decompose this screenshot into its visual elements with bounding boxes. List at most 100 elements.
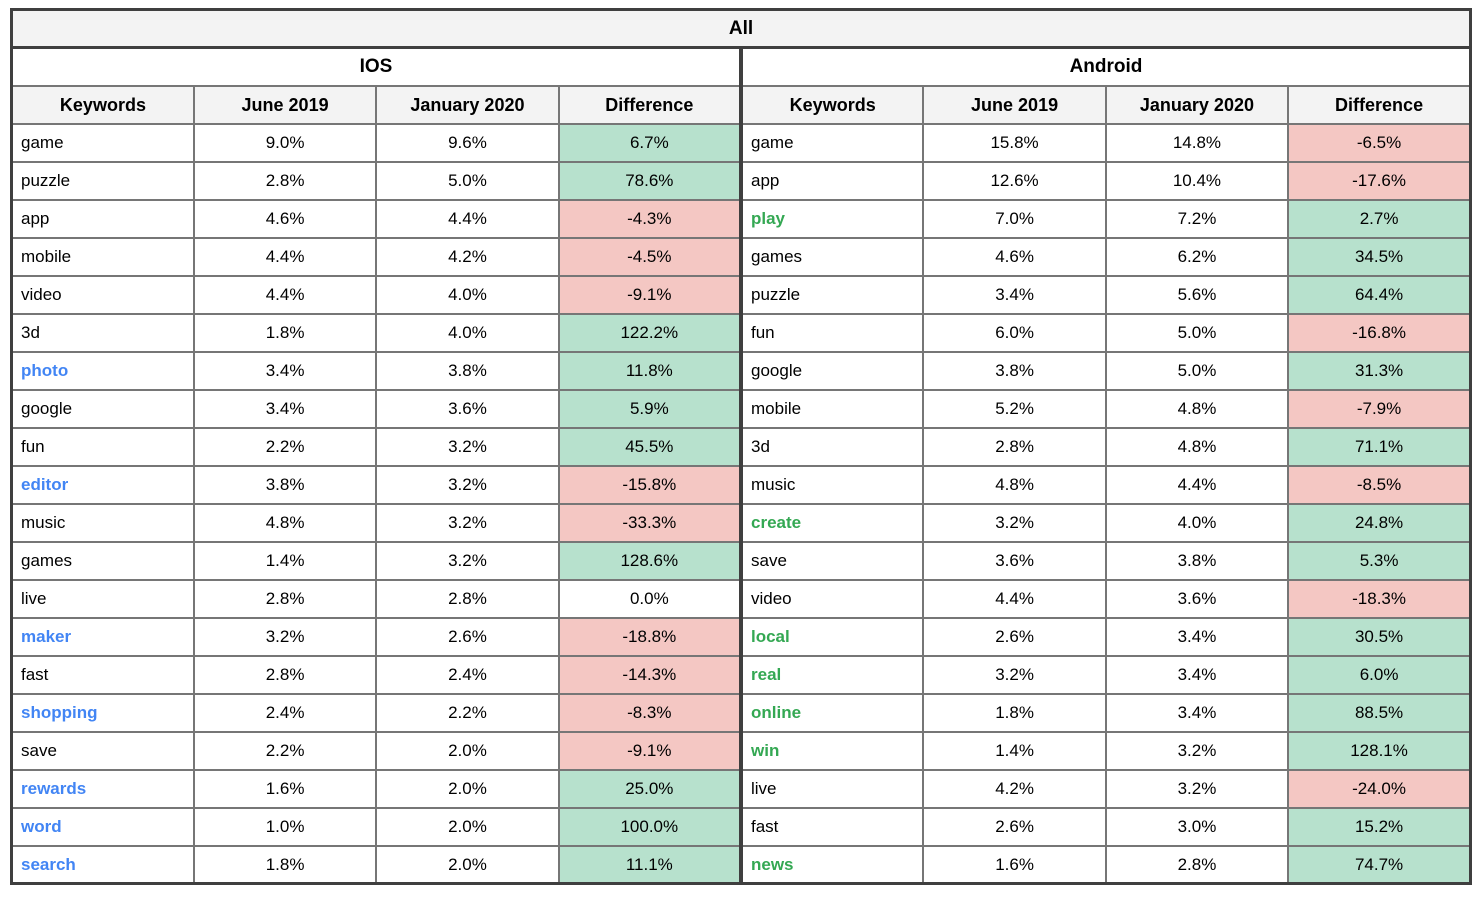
ios-difference-cell: 128.6% bbox=[557, 540, 743, 581]
ios-january-2020-cell: 5.0% bbox=[375, 160, 560, 201]
table-row: fast 2.8% 2.4% -14.3% real 3.2% 3.4% 6.0% bbox=[10, 654, 1472, 695]
android-keyword-cell: games bbox=[738, 236, 925, 277]
table-row: rewards 1.6% 2.0% 25.0% live 4.2% 3.2% -24.0% bbox=[10, 768, 1472, 809]
android-keyword-cell: live bbox=[738, 768, 925, 809]
ios-keyword-cell: save bbox=[10, 730, 195, 771]
table-row: puzzle 2.8% 5.0% 78.6% app 12.6% 10.4% -17.6% bbox=[10, 160, 1472, 201]
col-header-android-june-2019: June 2019 bbox=[922, 84, 1107, 125]
ios-june-2019-cell: 9.0% bbox=[192, 122, 378, 163]
ios-keyword-cell: search bbox=[10, 844, 195, 885]
android-june-2019-cell: 3.2% bbox=[922, 502, 1107, 543]
ios-keyword-cell: video bbox=[10, 274, 195, 315]
android-keyword-cell: real bbox=[738, 654, 925, 695]
android-january-2020-cell: 6.2% bbox=[1104, 236, 1290, 277]
ios-june-2019-cell: 2.4% bbox=[192, 692, 378, 733]
ios-difference-cell: 11.8% bbox=[557, 350, 743, 391]
ios-june-2019-cell: 1.6% bbox=[192, 768, 378, 809]
ios-january-2020-cell: 2.2% bbox=[375, 692, 560, 733]
ios-keyword-cell: google bbox=[10, 388, 195, 429]
ios-keyword-cell: fast bbox=[10, 654, 195, 695]
ios-keyword-cell: photo bbox=[10, 350, 195, 391]
android-june-2019-cell: 3.2% bbox=[922, 654, 1107, 695]
ios-january-2020-cell: 3.2% bbox=[375, 502, 560, 543]
android-june-2019-cell: 7.0% bbox=[922, 198, 1107, 239]
android-keyword-cell: puzzle bbox=[738, 274, 925, 315]
android-january-2020-cell: 2.8% bbox=[1104, 844, 1290, 885]
android-june-2019-cell: 1.8% bbox=[922, 692, 1107, 733]
ios-january-2020-cell: 2.6% bbox=[375, 616, 560, 657]
keyword-comparison-table: All IOS Android Keywords June 2019 Janua… bbox=[10, 8, 1472, 885]
table-row: fun 2.2% 3.2% 45.5% 3d 2.8% 4.8% 71.1% bbox=[10, 426, 1472, 467]
ios-june-2019-cell: 1.8% bbox=[192, 312, 378, 353]
ios-difference-cell: -9.1% bbox=[557, 274, 743, 315]
table-row: mobile 4.4% 4.2% -4.5% games 4.6% 6.2% 34.5% bbox=[10, 236, 1472, 277]
ios-january-2020-cell: 3.6% bbox=[375, 388, 560, 429]
ios-june-2019-cell: 4.8% bbox=[192, 502, 378, 543]
android-difference-cell: -8.5% bbox=[1287, 464, 1472, 505]
android-difference-cell: 24.8% bbox=[1287, 502, 1472, 543]
android-difference-cell: 64.4% bbox=[1287, 274, 1472, 315]
platform-header-row: IOS Android bbox=[10, 46, 1472, 87]
section-header-android: Android bbox=[739, 46, 1472, 87]
table-row: games 1.4% 3.2% 128.6% save 3.6% 3.8% 5.3% bbox=[10, 540, 1472, 581]
android-january-2020-cell: 3.4% bbox=[1104, 692, 1290, 733]
ios-difference-cell: -33.3% bbox=[557, 502, 743, 543]
ios-january-2020-cell: 3.2% bbox=[375, 426, 560, 467]
android-january-2020-cell: 3.4% bbox=[1104, 654, 1290, 695]
android-june-2019-cell: 4.2% bbox=[922, 768, 1107, 809]
android-difference-cell: 15.2% bbox=[1287, 806, 1472, 847]
ios-difference-cell: 122.2% bbox=[557, 312, 743, 353]
android-keyword-cell: fast bbox=[738, 806, 925, 847]
android-difference-cell: 34.5% bbox=[1287, 236, 1472, 277]
table-row: 3d 1.8% 4.0% 122.2% fun 6.0% 5.0% -16.8% bbox=[10, 312, 1472, 353]
android-january-2020-cell: 3.8% bbox=[1104, 540, 1290, 581]
android-difference-cell: 88.5% bbox=[1287, 692, 1472, 733]
ios-difference-cell: -4.3% bbox=[557, 198, 743, 239]
android-january-2020-cell: 3.2% bbox=[1104, 768, 1290, 809]
android-keyword-cell: create bbox=[738, 502, 925, 543]
android-june-2019-cell: 5.2% bbox=[922, 388, 1107, 429]
ios-january-2020-cell: 2.4% bbox=[375, 654, 560, 695]
android-difference-cell: -7.9% bbox=[1287, 388, 1472, 429]
ios-keyword-cell: music bbox=[10, 502, 195, 543]
android-difference-cell: 31.3% bbox=[1287, 350, 1472, 391]
col-header-ios-january-2020: January 2020 bbox=[375, 84, 560, 125]
ios-difference-cell: -14.3% bbox=[557, 654, 743, 695]
android-keyword-cell: play bbox=[738, 198, 925, 239]
android-january-2020-cell: 5.0% bbox=[1104, 350, 1290, 391]
table-row: shopping 2.4% 2.2% -8.3% online 1.8% 3.4% 88.5% bbox=[10, 692, 1472, 733]
table-row: google 3.4% 3.6% 5.9% mobile 5.2% 4.8% -7.9% bbox=[10, 388, 1472, 429]
android-difference-cell: 74.7% bbox=[1287, 844, 1472, 885]
android-june-2019-cell: 2.6% bbox=[922, 806, 1107, 847]
android-january-2020-cell: 3.0% bbox=[1104, 806, 1290, 847]
ios-difference-cell: -9.1% bbox=[557, 730, 743, 771]
ios-difference-cell: 5.9% bbox=[557, 388, 743, 429]
ios-june-2019-cell: 2.2% bbox=[192, 730, 378, 771]
android-difference-cell: 2.7% bbox=[1287, 198, 1472, 239]
ios-keyword-cell: shopping bbox=[10, 692, 195, 733]
ios-january-2020-cell: 4.2% bbox=[375, 236, 560, 277]
table-row: maker 3.2% 2.6% -18.8% local 2.6% 3.4% 30.5% bbox=[10, 616, 1472, 657]
ios-keyword-cell: live bbox=[10, 578, 195, 619]
android-difference-cell: -18.3% bbox=[1287, 578, 1472, 619]
android-june-2019-cell: 4.4% bbox=[922, 578, 1107, 619]
table-row: music 4.8% 3.2% -33.3% create 3.2% 4.0% 24.8% bbox=[10, 502, 1472, 543]
ios-june-2019-cell: 2.8% bbox=[192, 654, 378, 695]
ios-difference-cell: 45.5% bbox=[557, 426, 743, 467]
android-january-2020-cell: 3.4% bbox=[1104, 616, 1290, 657]
ios-difference-cell: 11.1% bbox=[557, 844, 743, 885]
android-june-2019-cell: 2.8% bbox=[922, 426, 1107, 467]
android-june-2019-cell: 3.8% bbox=[922, 350, 1107, 391]
col-header-android-january-2020: January 2020 bbox=[1104, 84, 1290, 125]
android-january-2020-cell: 5.6% bbox=[1104, 274, 1290, 315]
android-keyword-cell: win bbox=[738, 730, 925, 771]
ios-january-2020-cell: 2.0% bbox=[375, 730, 560, 771]
ios-january-2020-cell: 3.2% bbox=[375, 464, 560, 505]
ios-june-2019-cell: 3.2% bbox=[192, 616, 378, 657]
android-january-2020-cell: 3.6% bbox=[1104, 578, 1290, 619]
android-january-2020-cell: 7.2% bbox=[1104, 198, 1290, 239]
android-keyword-cell: game bbox=[738, 122, 925, 163]
ios-difference-cell: -18.8% bbox=[557, 616, 743, 657]
android-difference-cell: 5.3% bbox=[1287, 540, 1472, 581]
